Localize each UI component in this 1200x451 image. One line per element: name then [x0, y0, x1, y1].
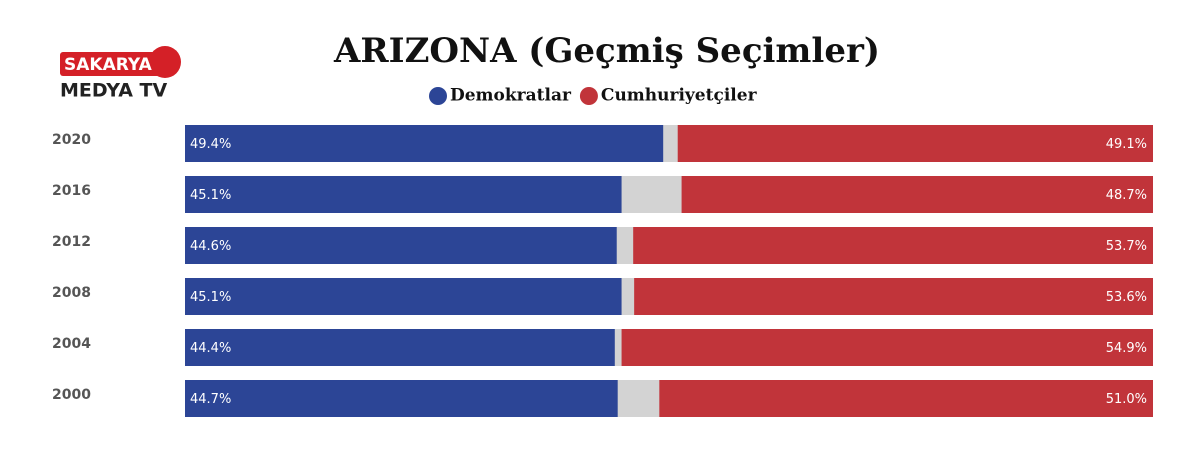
value-label: 54.9%	[1106, 341, 1147, 356]
bar	[633, 227, 1153, 264]
value-label: 51.0%	[1106, 392, 1147, 407]
value-label: 49.4%	[190, 137, 231, 152]
logo-badge	[60, 52, 160, 76]
bar	[185, 278, 622, 315]
bar	[185, 227, 617, 264]
bar	[185, 176, 622, 213]
y-tick-label: 2020	[52, 132, 91, 148]
value-label: 44.6%	[190, 239, 231, 254]
bar	[185, 380, 618, 417]
bar	[659, 380, 1153, 417]
bar	[677, 125, 1153, 162]
logo-globe	[149, 46, 181, 78]
y-tick-label: 2008	[52, 285, 91, 301]
legend-label: Cumhuriyetçiler	[601, 86, 758, 106]
legend-swatch	[579, 87, 598, 105]
value-label: 44.4%	[190, 341, 231, 356]
value-label: 53.7%	[1106, 239, 1147, 254]
bar	[681, 176, 1153, 213]
y-tick-label: 2016	[52, 183, 91, 199]
value-label: 45.1%	[190, 188, 231, 203]
bar	[634, 278, 1153, 315]
legend-swatch	[429, 87, 447, 105]
logo: SAKARYA MEDYA TV	[60, 46, 181, 102]
value-label: 44.7%	[190, 392, 231, 407]
bar	[185, 329, 615, 366]
logo-bottom: MEDYA TV	[60, 80, 167, 102]
bar	[621, 329, 1153, 366]
value-label: 53.6%	[1106, 290, 1147, 305]
y-tick-label: 2000	[52, 387, 91, 403]
value-label: 49.1%	[1106, 137, 1147, 152]
y-tick-label: 2004	[52, 336, 91, 352]
legend-label: Demokratlar	[450, 86, 572, 106]
legend: Demokratlar Cumhuriyetçiler	[429, 86, 758, 106]
value-label: 48.7%	[1106, 188, 1147, 203]
logo-top: SAKARYA	[64, 55, 153, 75]
chart-title: ARIZONA (Geçmiş Seçimler)	[333, 31, 880, 71]
value-label: 45.1%	[190, 290, 231, 305]
bar	[185, 125, 664, 162]
y-tick-label: 2012	[52, 234, 91, 250]
